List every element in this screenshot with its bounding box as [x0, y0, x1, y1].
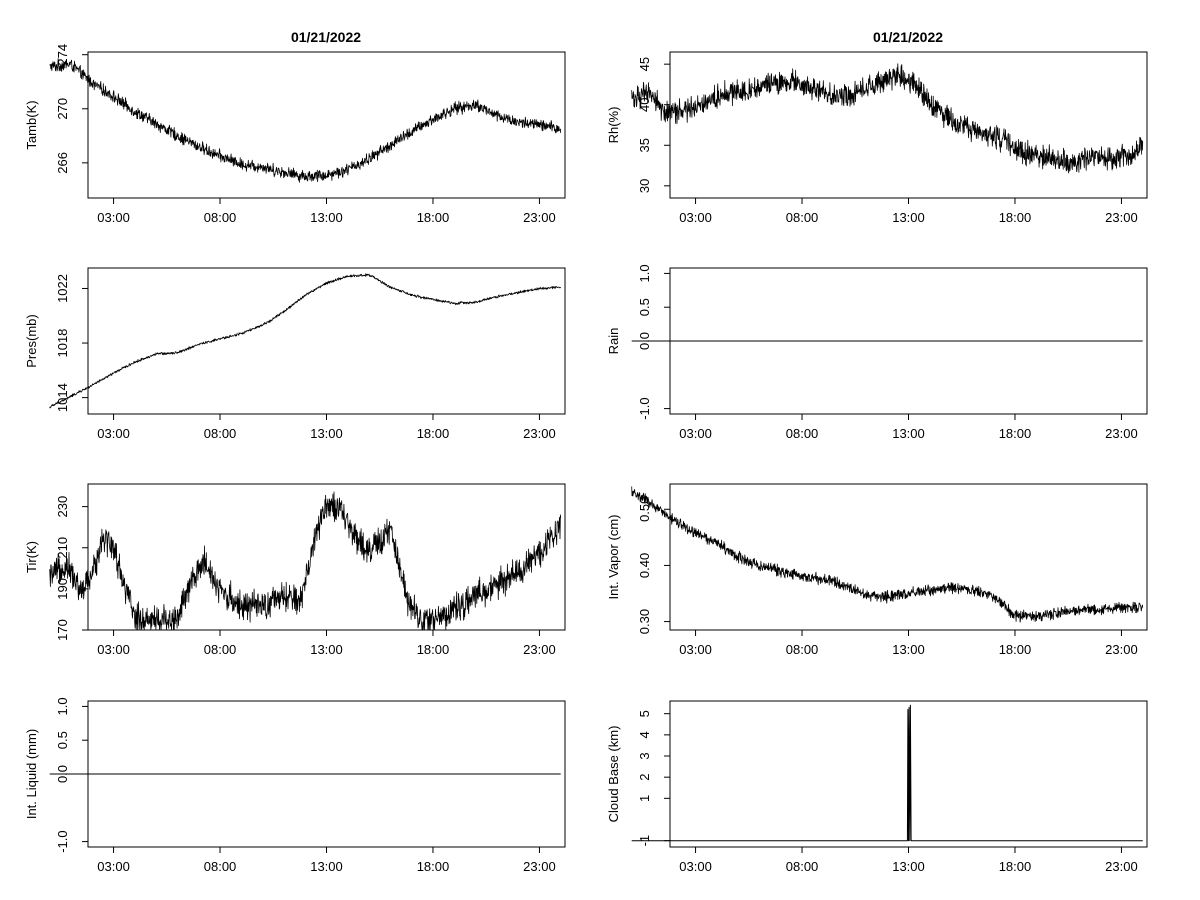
y-tick-label: 45	[637, 57, 652, 71]
panel-2: 03:00 08:00 13:00 18:00 23:00 170 190 210 230 Tir…	[24, 483, 566, 657]
y-tick-label: 4	[637, 731, 652, 738]
y-tick-label: 1014	[55, 383, 70, 412]
y-axis-label: Int. Vapor (cm)	[606, 514, 621, 599]
x-tick-label: 08:00	[204, 859, 237, 874]
x-tick-label: 13:00	[310, 426, 343, 441]
x-tick-label: 13:00	[892, 859, 925, 874]
series-line	[49, 273, 562, 409]
x-tick-label: 03:00	[679, 859, 712, 874]
x-tick-label: 03:00	[679, 426, 712, 441]
x-tick-label: 13:00	[892, 210, 925, 225]
y-axis-label: Int. Liquid (mm)	[24, 729, 39, 819]
y-tick-label: 230	[55, 496, 70, 518]
y-axis-label: Pres(mb)	[24, 314, 39, 367]
x-tick-label: 18:00	[417, 859, 450, 874]
y-tick-label: 3	[637, 752, 652, 759]
x-tick-label: 03:00	[679, 210, 712, 225]
y-tick-label: 1.0	[637, 264, 652, 282]
plot-frame	[87, 267, 566, 415]
panel-group: 03:00 08:00 13:00 18:00 23:00 266 270 274 Tamb(K…	[24, 44, 1148, 874]
x-tick-label: 08:00	[204, 642, 237, 657]
x-tick-label: 13:00	[310, 859, 343, 874]
x-tick-label: 23:00	[523, 642, 556, 657]
panel-6: 03:00 08:00 13:00 18:00 23:000.300.400.50Int…	[606, 483, 1148, 657]
y-tick-label: 0.40	[637, 553, 652, 578]
x-tick-label: 18:00	[999, 859, 1032, 874]
y-tick-label: 190	[55, 578, 70, 600]
y-axis-label: Tamb(K)	[24, 100, 39, 149]
left-column-title: 01/21/2022	[291, 29, 361, 45]
y-tick-label: 170	[55, 619, 70, 641]
y-tick-label: 1	[637, 795, 652, 802]
y-tick-label: -1.0	[637, 397, 652, 419]
series-line	[49, 491, 562, 631]
x-tick-label: 03:00	[97, 426, 130, 441]
y-axis-label: Rh(%)	[606, 107, 621, 144]
x-tick-label: 23:00	[1105, 210, 1138, 225]
series-line	[631, 704, 1143, 842]
x-tick-label: 23:00	[523, 426, 556, 441]
y-tick-label: 266	[55, 152, 70, 174]
series-line	[631, 63, 1144, 174]
x-tick-label: 08:00	[204, 210, 237, 225]
x-tick-label: 18:00	[417, 210, 450, 225]
y-tick-label: 1022	[55, 274, 70, 303]
right-column-title: 01/21/2022	[873, 29, 943, 45]
x-tick-label: 08:00	[786, 426, 819, 441]
x-tick-label: 08:00	[204, 426, 237, 441]
x-tick-label: 03:00	[97, 859, 130, 874]
x-tick-label: 23:00	[523, 859, 556, 874]
series-line	[631, 486, 1144, 623]
x-tick-label: 03:00	[679, 642, 712, 657]
y-tick-label: 0.5	[637, 298, 652, 316]
x-tick-label: 18:00	[417, 642, 450, 657]
x-tick-label: 08:00	[786, 642, 819, 657]
panel-1: 03:00 08:00 13:00 18:00 23:00 1014 1018 1022 Pre…	[24, 267, 566, 441]
x-tick-label: 08:00	[786, 859, 819, 874]
x-tick-label: 18:00	[417, 426, 450, 441]
y-axis-label: Rain	[606, 328, 621, 355]
x-tick-label: 13:00	[310, 642, 343, 657]
x-tick-label: 03:00	[97, 642, 130, 657]
x-tick-label: 23:00	[1105, 426, 1138, 441]
y-tick-label: 270	[55, 98, 70, 120]
y-tick-label: 35	[637, 138, 652, 152]
x-tick-label: 18:00	[999, 426, 1032, 441]
y-tick-label: 5	[637, 710, 652, 717]
panel-3: 03:00 08:00 13:00 18:00 23:00-1.00.00.51.0In…	[24, 697, 566, 874]
y-tick-label: 1.0	[55, 697, 70, 715]
y-tick-label: 2	[637, 774, 652, 781]
x-tick-label: 18:00	[999, 210, 1032, 225]
y-tick-label: 30	[637, 179, 652, 193]
x-tick-label: 23:00	[1105, 642, 1138, 657]
y-tick-label: 1018	[55, 329, 70, 358]
x-tick-label: 13:00	[892, 642, 925, 657]
y-tick-label: 0.5	[55, 731, 70, 749]
series-line	[49, 58, 562, 183]
y-tick-label: 274	[55, 44, 70, 66]
y-tick-label: -1.0	[55, 830, 70, 852]
y-axis-label: Cloud Base (km)	[606, 726, 621, 823]
x-tick-label: 13:00	[310, 210, 343, 225]
x-tick-label: 23:00	[1105, 859, 1138, 874]
y-tick-label: 210	[55, 537, 70, 559]
x-tick-label: 23:00	[523, 210, 556, 225]
panel-0: 03:00 08:00 13:00 18:00 23:00 266 270 274 Tamb(K…	[24, 44, 566, 225]
x-tick-label: 13:00	[892, 426, 925, 441]
panel-5: 03:00 08:00 13:00 18:00 23:00-1.00.00.51.0Ra…	[606, 264, 1148, 441]
y-axis-label: Tir(K)	[24, 541, 39, 573]
y-tick-label: 0.30	[637, 609, 652, 634]
x-tick-label: 08:00	[786, 210, 819, 225]
x-tick-label: 18:00	[999, 642, 1032, 657]
x-tick-label: 03:00	[97, 210, 130, 225]
